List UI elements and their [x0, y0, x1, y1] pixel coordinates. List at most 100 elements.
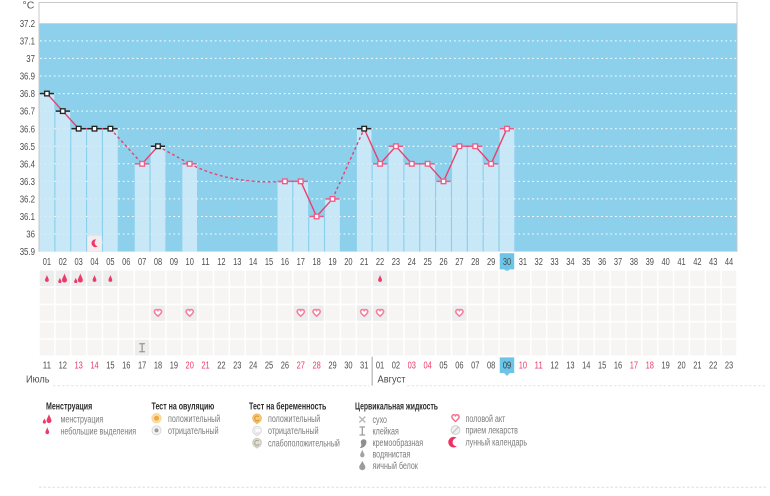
- svg-text:04: 04: [90, 257, 99, 268]
- svg-text:прием лекарств: прием лекарств: [466, 426, 518, 437]
- svg-text:33: 33: [550, 257, 559, 268]
- svg-text:36.2: 36.2: [20, 195, 36, 206]
- svg-text:34: 34: [566, 257, 575, 268]
- svg-text:05: 05: [439, 361, 448, 372]
- svg-text:36.1: 36.1: [20, 212, 36, 223]
- svg-text:отрицательный: отрицательный: [268, 426, 319, 437]
- svg-text:20: 20: [186, 361, 195, 372]
- svg-text:21: 21: [201, 361, 210, 372]
- svg-text:Тест на овуляцию: Тест на овуляцию: [152, 402, 215, 413]
- svg-text:Июль: Июль: [26, 374, 50, 385]
- svg-text:44: 44: [725, 257, 734, 268]
- svg-text:42: 42: [693, 257, 702, 268]
- svg-text:37.1: 37.1: [20, 37, 36, 48]
- svg-text:16: 16: [614, 361, 623, 372]
- svg-text:яичный белок: яичный белок: [373, 460, 419, 472]
- svg-text:39: 39: [646, 257, 655, 268]
- svg-text:11: 11: [43, 361, 52, 372]
- svg-text:28: 28: [471, 257, 480, 268]
- svg-text:15: 15: [598, 361, 607, 372]
- svg-text:13: 13: [566, 361, 575, 372]
- svg-text:отрицательный: отрицательный: [168, 426, 219, 437]
- svg-text:25: 25: [265, 361, 274, 372]
- svg-text:41: 41: [677, 257, 686, 268]
- svg-text:11: 11: [201, 257, 210, 268]
- svg-text:20: 20: [344, 257, 353, 268]
- svg-text:°C: °C: [23, 0, 35, 12]
- svg-text:19: 19: [661, 361, 670, 372]
- svg-text:12: 12: [59, 361, 68, 372]
- svg-text:32: 32: [535, 257, 544, 268]
- svg-text:10: 10: [519, 361, 528, 372]
- svg-text:половой акт: половой акт: [466, 414, 506, 425]
- svg-text:03: 03: [75, 257, 84, 268]
- svg-text:12: 12: [550, 361, 559, 372]
- svg-text:31: 31: [360, 361, 369, 372]
- svg-text:13: 13: [233, 257, 242, 268]
- svg-text:06: 06: [122, 257, 131, 268]
- svg-text:28: 28: [312, 361, 321, 372]
- svg-text:36.9: 36.9: [20, 72, 36, 83]
- svg-text:14: 14: [90, 361, 99, 372]
- svg-text:09: 09: [170, 257, 179, 268]
- svg-text:37: 37: [26, 54, 35, 65]
- svg-text:15: 15: [106, 361, 115, 372]
- svg-text:положительный: положительный: [168, 414, 220, 425]
- svg-text:35: 35: [582, 257, 591, 268]
- svg-text:02: 02: [59, 257, 68, 268]
- svg-text:03: 03: [408, 361, 417, 372]
- svg-text:27: 27: [455, 257, 464, 268]
- svg-text:положительный: положительный: [268, 414, 320, 425]
- svg-text:10: 10: [186, 257, 195, 268]
- svg-text:27: 27: [297, 361, 306, 372]
- svg-text:43: 43: [709, 257, 718, 268]
- svg-text:36.4: 36.4: [20, 159, 36, 170]
- svg-text:36.7: 36.7: [20, 107, 36, 118]
- svg-text:29: 29: [328, 361, 337, 372]
- svg-text:24: 24: [249, 361, 258, 372]
- svg-text:19: 19: [170, 361, 179, 372]
- svg-text:37.2: 37.2: [20, 19, 36, 30]
- svg-text:19: 19: [328, 257, 337, 268]
- svg-text:13: 13: [75, 361, 84, 372]
- svg-text:15: 15: [265, 257, 274, 268]
- svg-text:22: 22: [709, 361, 718, 372]
- svg-text:12: 12: [217, 257, 226, 268]
- svg-text:04: 04: [424, 361, 433, 372]
- svg-text:18: 18: [154, 361, 163, 372]
- svg-text:06: 06: [455, 361, 464, 372]
- svg-text:36: 36: [26, 230, 35, 241]
- svg-text:30: 30: [503, 257, 512, 268]
- svg-text:23: 23: [725, 361, 734, 372]
- svg-text:16: 16: [122, 361, 131, 372]
- svg-text:25: 25: [424, 257, 433, 268]
- svg-text:22: 22: [376, 257, 385, 268]
- svg-text:09: 09: [503, 361, 512, 372]
- svg-text:01: 01: [43, 257, 52, 268]
- svg-text:11: 11: [535, 361, 544, 372]
- svg-text:23: 23: [233, 361, 242, 372]
- svg-text:37: 37: [614, 257, 623, 268]
- svg-text:17: 17: [138, 361, 147, 372]
- svg-text:36.5: 36.5: [20, 142, 36, 153]
- svg-text:17: 17: [297, 257, 306, 268]
- svg-text:08: 08: [487, 361, 496, 372]
- svg-text:16: 16: [281, 257, 290, 268]
- svg-text:кремообразная: кремообразная: [373, 437, 424, 449]
- svg-text:31: 31: [519, 257, 528, 268]
- svg-text:18: 18: [646, 361, 655, 372]
- svg-text:клейкая: клейкая: [373, 427, 399, 438]
- svg-text:сухо: сухо: [373, 415, 388, 426]
- svg-text:36.6: 36.6: [20, 124, 36, 135]
- svg-text:26: 26: [439, 257, 448, 268]
- svg-text:24: 24: [408, 257, 417, 268]
- svg-text:36.8: 36.8: [20, 89, 36, 100]
- svg-text:07: 07: [138, 257, 147, 268]
- svg-text:35.9: 35.9: [20, 247, 36, 258]
- svg-text:21: 21: [693, 361, 702, 372]
- svg-text:01: 01: [376, 361, 385, 372]
- svg-text:36.3: 36.3: [20, 177, 36, 188]
- svg-text:18: 18: [312, 257, 321, 268]
- svg-text:05: 05: [106, 257, 115, 268]
- svg-text:14: 14: [582, 361, 591, 372]
